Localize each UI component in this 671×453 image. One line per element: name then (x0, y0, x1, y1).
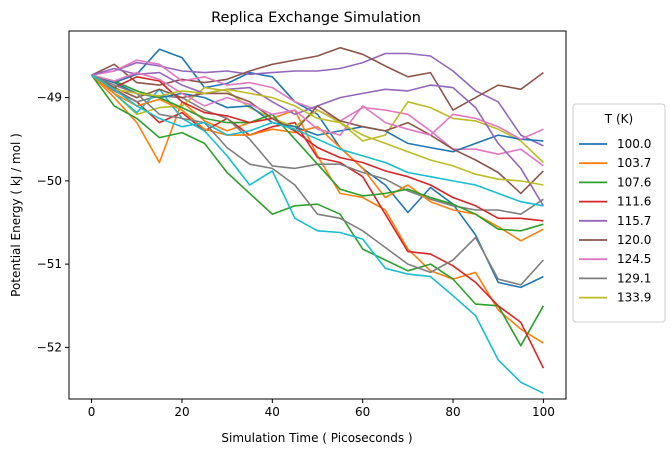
series-line-9 (91, 74, 544, 394)
series-line-11 (91, 74, 544, 242)
series-line-1 (91, 74, 544, 344)
y-tick-label: −51 (37, 257, 62, 271)
legend: T (K) 100.0 103.7 107.6 111.6 115.7 120.0 124.… (572, 103, 666, 323)
series-line-10 (91, 74, 544, 153)
x-tick-label: 0 (88, 405, 96, 419)
chart-title: Replica Exchange Simulation (211, 10, 421, 26)
legend-label: 107.6 (617, 175, 651, 189)
series-line-17 (91, 74, 544, 286)
x-tick-label: 60 (355, 405, 370, 419)
series-line-13 (91, 74, 544, 222)
legend-label: 133.9 (617, 291, 651, 305)
series-line-19 (91, 74, 544, 207)
series-line-15 (91, 74, 544, 195)
legend-title: T (K) (604, 112, 633, 126)
legend-label: 129.1 (617, 271, 651, 285)
y-axis-label: Potential Energy ( kJ / mol ) (9, 133, 23, 297)
y-tick-label: −49 (37, 91, 62, 105)
series-line-18 (91, 74, 544, 186)
legend-label: 115.7 (617, 214, 651, 228)
y-tick-label: −52 (37, 340, 62, 354)
x-tick-label: 80 (445, 405, 460, 419)
legend-label: 124.5 (617, 252, 651, 266)
plot-frame (68, 30, 567, 400)
series-line-16 (91, 71, 544, 140)
x-tick-label: 100 (532, 405, 555, 419)
series-line-4 (91, 52, 544, 147)
legend-label: 103.7 (617, 156, 651, 170)
series-line-12 (91, 74, 544, 232)
legend-label: 111.6 (617, 195, 651, 209)
series-line-3 (91, 74, 545, 369)
legend-box (572, 103, 666, 323)
series-line-2 (90, 74, 545, 347)
series-line-8 (91, 74, 544, 164)
series-line-0 (91, 48, 544, 289)
series-lines (90, 46, 545, 394)
x-axis: 0 20 40 60 80 100 (88, 399, 555, 419)
legend-label: 120.0 (617, 233, 651, 247)
y-tick-label: −50 (37, 174, 62, 188)
legend-label: 100.0 (617, 137, 651, 151)
x-axis-label: Simulation Time ( Picoseconds ) (221, 431, 412, 445)
x-tick-label: 20 (174, 405, 189, 419)
y-axis: −52 −51 −50 −49 (37, 91, 69, 354)
x-tick-label: 40 (265, 405, 280, 419)
